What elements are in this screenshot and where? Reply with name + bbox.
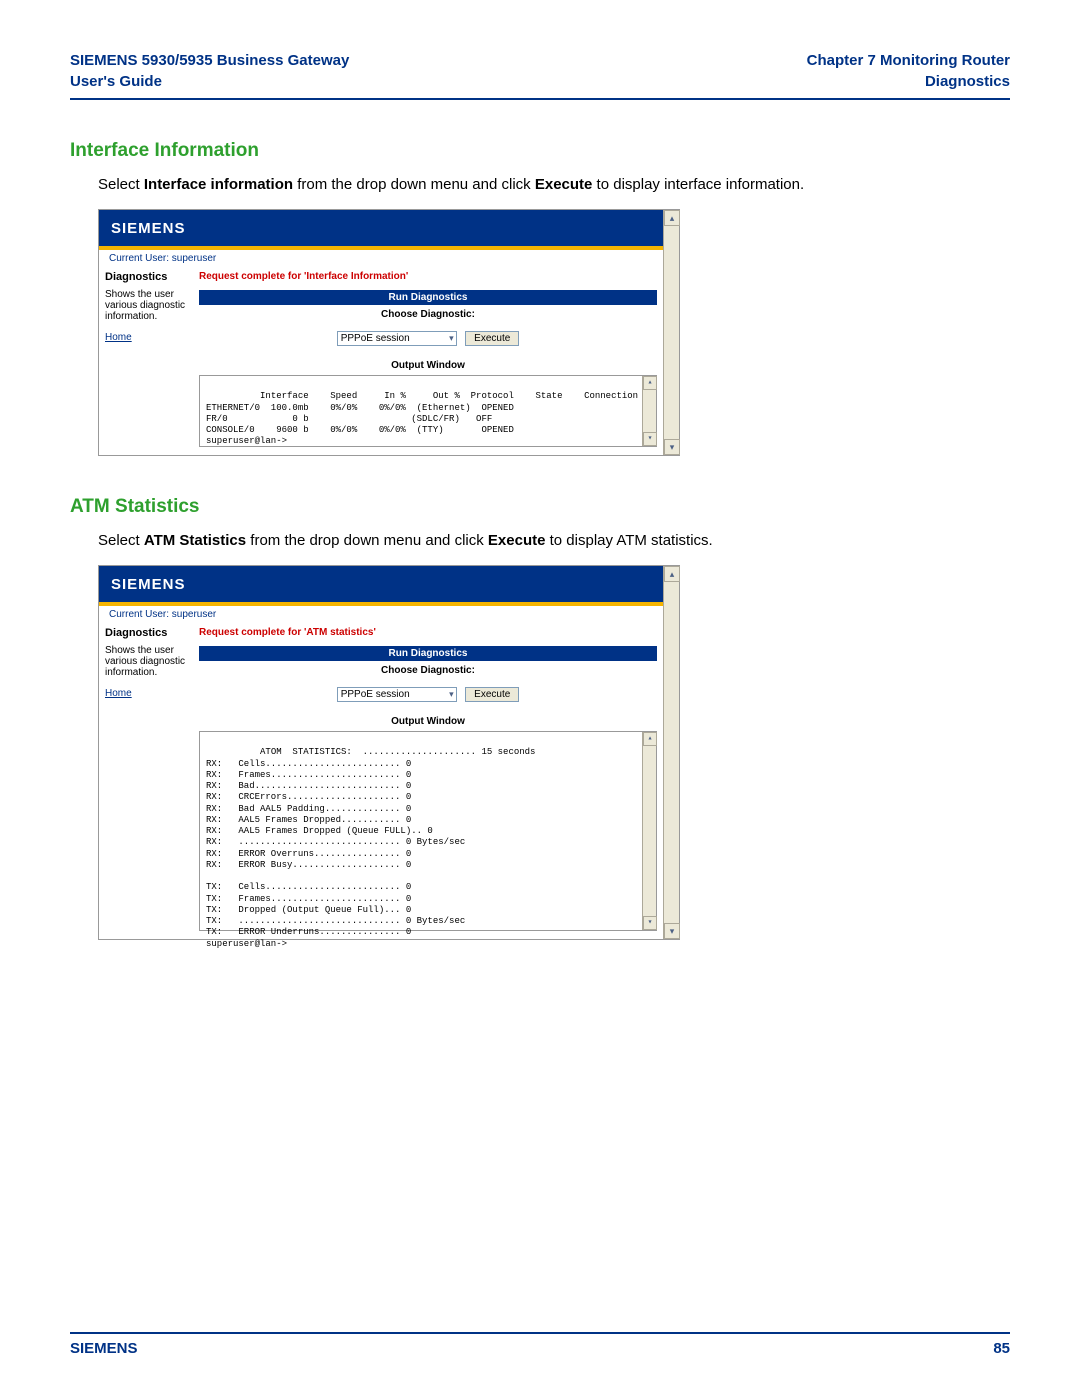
output-scrollbar[interactable]: ▴ ▾ (642, 732, 656, 930)
header-left: SIEMENS 5930/5935 Business Gateway User'… (70, 50, 349, 92)
footer-brand: SIEMENS (70, 1340, 138, 1357)
t: to display interface information. (592, 176, 804, 193)
home-link[interactable]: Home (105, 332, 193, 343)
chapter-subtitle: Diagnostics (807, 71, 1010, 92)
scroll-up-icon[interactable]: ▴ (643, 732, 657, 746)
t: Select (98, 176, 144, 193)
scroll-down-icon[interactable]: ▾ (643, 916, 657, 930)
section1-title: Interface Information (70, 140, 1010, 162)
scroll-down-icon[interactable]: ▾ (664, 439, 680, 455)
siemens-logo: SIEMENS (111, 576, 186, 593)
scroll-up-icon[interactable]: ▴ (664, 566, 680, 582)
output-window-label: Output Window (199, 356, 657, 375)
scroll-up-icon[interactable]: ▴ (664, 210, 680, 226)
sidebar-heading: Diagnostics (105, 627, 193, 639)
request-message: Request complete for 'Interface Informat… (199, 271, 657, 282)
t: Interface information (144, 176, 293, 193)
scroll-down-icon[interactable]: ▾ (643, 432, 657, 446)
request-message: Request complete for 'ATM statistics' (199, 627, 657, 638)
choose-diagnostic-label: Choose Diagnostic: (199, 305, 657, 322)
t: to display ATM statistics. (545, 532, 712, 549)
sidebar: Diagnostics Shows the user various diagn… (99, 267, 199, 455)
output-scrollbar[interactable]: ▴ ▾ (642, 376, 656, 446)
scrollbar[interactable]: ▴ ▾ (663, 566, 679, 939)
diagnostic-select[interactable]: PPPoE session (337, 687, 457, 702)
t: Execute (535, 176, 593, 193)
current-user: Current User: superuser (99, 250, 679, 267)
diagnostic-select[interactable]: PPPoE session (337, 331, 457, 346)
section1-text: Select Interface information from the dr… (98, 174, 1010, 195)
run-diagnostics-header: Run Diagnostics (199, 646, 657, 661)
t: ATM Statistics (144, 532, 246, 549)
sidebar-heading: Diagnostics (105, 271, 193, 283)
banner: SIEMENS (99, 210, 679, 246)
home-link[interactable]: Home (105, 688, 193, 699)
section2-title: ATM Statistics (70, 496, 1010, 518)
screenshot-atm-stats: ▴ ▾ SIEMENS Current User: superuser Diag… (98, 565, 680, 940)
section2-text: Select ATM Statistics from the drop down… (98, 530, 1010, 551)
header-right: Chapter 7 Monitoring Router Diagnostics (807, 50, 1010, 92)
sidebar-desc: Shows the user various diagnostic inform… (105, 645, 193, 678)
page-footer: SIEMENS 85 (70, 1332, 1010, 1357)
execute-button[interactable]: Execute (465, 331, 519, 346)
output-window-label: Output Window (199, 712, 657, 731)
screenshot-interface-info: ▴ ▾ SIEMENS Current User: superuser Diag… (98, 209, 680, 456)
output-text: ATOM STATISTICS: ..................... 1… (206, 747, 535, 948)
scroll-up-icon[interactable]: ▴ (643, 376, 657, 390)
chapter-title: Chapter 7 Monitoring Router (807, 50, 1010, 71)
header-title: SIEMENS 5930/5935 Business Gateway (70, 50, 349, 71)
current-user: Current User: superuser (99, 606, 679, 623)
output-text: Interface Speed In % Out % Protocol Stat… (206, 391, 638, 446)
control-row: PPPoE session Execute (199, 678, 657, 712)
sidebar-desc: Shows the user various diagnostic inform… (105, 289, 193, 322)
sidebar: Diagnostics Shows the user various diagn… (99, 623, 199, 939)
siemens-logo: SIEMENS (111, 220, 186, 237)
footer-page: 85 (993, 1340, 1010, 1357)
header-subtitle: User's Guide (70, 71, 349, 92)
main-panel: Request complete for 'Interface Informat… (199, 267, 663, 455)
banner: SIEMENS (99, 566, 679, 602)
t: from the drop down menu and click (293, 176, 535, 193)
output-window: Interface Speed In % Out % Protocol Stat… (199, 375, 657, 447)
t: Execute (488, 532, 546, 549)
choose-diagnostic-label: Choose Diagnostic: (199, 661, 657, 678)
t: Select (98, 532, 144, 549)
page-header: SIEMENS 5930/5935 Business Gateway User'… (70, 50, 1010, 100)
scroll-down-icon[interactable]: ▾ (664, 923, 680, 939)
execute-button[interactable]: Execute (465, 687, 519, 702)
t: from the drop down menu and click (246, 532, 488, 549)
main-panel: Request complete for 'ATM statistics' Ru… (199, 623, 663, 939)
run-diagnostics-header: Run Diagnostics (199, 290, 657, 305)
scrollbar[interactable]: ▴ ▾ (663, 210, 679, 455)
control-row: PPPoE session Execute (199, 322, 657, 356)
output-window: ATOM STATISTICS: ..................... 1… (199, 731, 657, 931)
